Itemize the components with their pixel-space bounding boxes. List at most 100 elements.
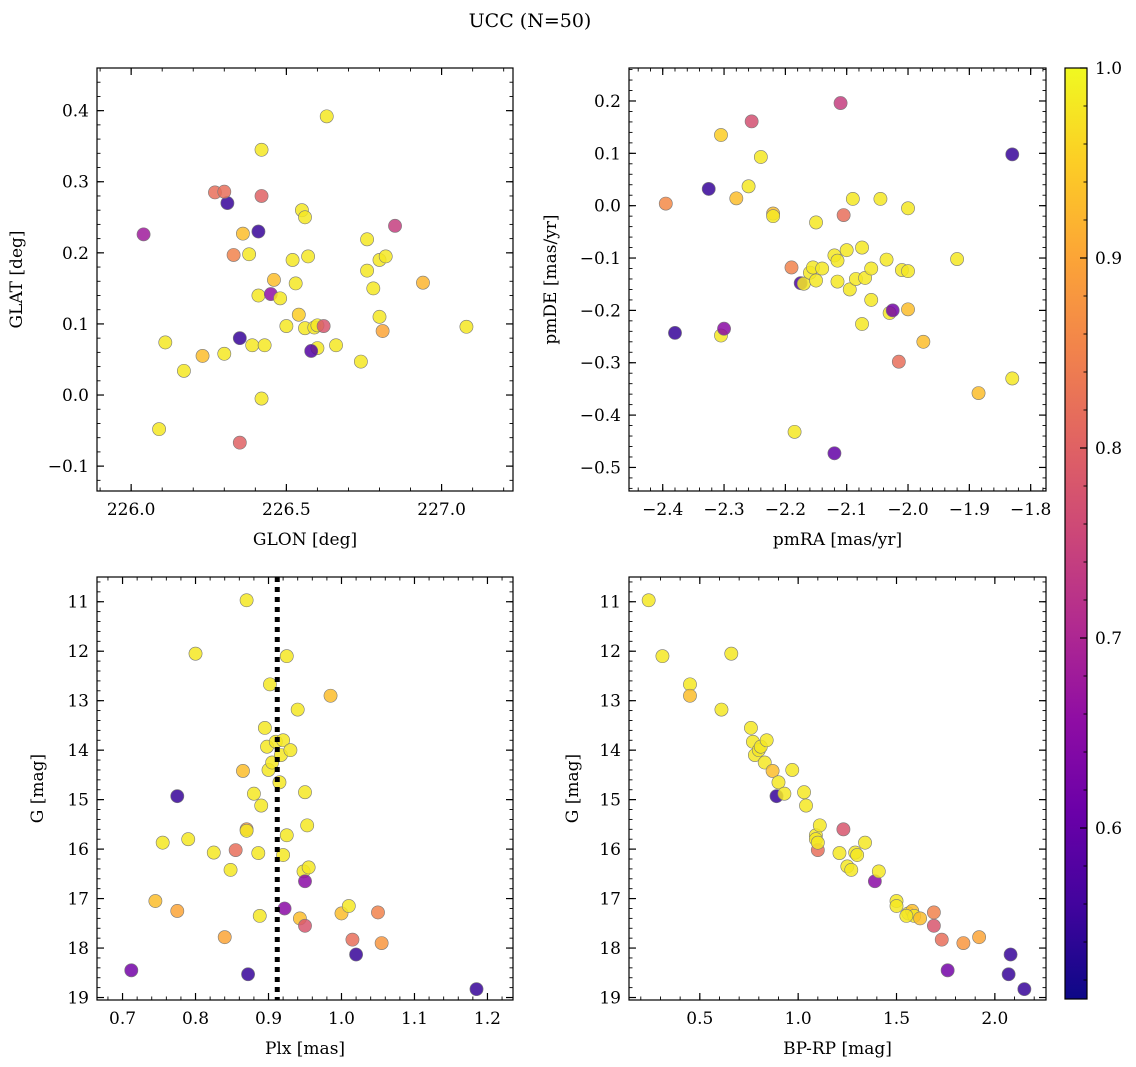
data-point xyxy=(360,232,374,247)
data-point xyxy=(799,798,813,813)
x-tick-label: 227.0 xyxy=(417,500,466,520)
data-point xyxy=(787,424,802,439)
data-point xyxy=(232,331,247,346)
data-point xyxy=(655,649,670,664)
data-point xyxy=(345,932,360,947)
y-tick-label: 12 xyxy=(67,642,89,662)
y-tick-label: 15 xyxy=(67,791,89,811)
y-tick-label: 0.2 xyxy=(594,92,621,112)
data-point xyxy=(279,649,294,664)
data-point xyxy=(950,252,964,266)
panel-parallax-magnitude: 0.7 0.8 0.9 1.0 1.1 1.2 11 12 13 14 15 16 17 18 19 Plx … xyxy=(28,576,514,1059)
panel-sky-position: 226.0 226.5 227.0 −0.1 0.0 0.1 0.2 0.3 0.4 GLON [… xyxy=(7,67,514,550)
data-point xyxy=(956,936,971,951)
data-point xyxy=(759,733,774,748)
data-point xyxy=(741,179,756,194)
data-point xyxy=(290,702,305,717)
data-point xyxy=(940,963,955,978)
data-point xyxy=(220,196,235,210)
data-point xyxy=(771,775,786,790)
data-point xyxy=(236,226,250,241)
data-point xyxy=(226,248,241,262)
data-point xyxy=(181,832,196,847)
data-point xyxy=(267,272,281,287)
data-point xyxy=(809,215,823,230)
data-point xyxy=(177,363,191,378)
data-point xyxy=(277,901,292,916)
data-point xyxy=(729,191,744,206)
data-point xyxy=(242,247,257,262)
colorbar-tick-label: 0.9 xyxy=(1095,249,1122,269)
data-point xyxy=(899,908,914,923)
data-point xyxy=(298,785,312,800)
data-point xyxy=(375,324,390,338)
data-point xyxy=(360,263,374,278)
x-tick-label: 1.0 xyxy=(328,1009,355,1029)
data-point xyxy=(827,446,842,461)
data-point xyxy=(855,317,869,331)
data-point xyxy=(1003,947,1018,962)
data-point xyxy=(871,864,886,879)
minor-ticks xyxy=(629,577,1046,1000)
data-point xyxy=(273,291,288,306)
data-point xyxy=(228,843,243,857)
data-point xyxy=(239,823,254,838)
data-point xyxy=(254,798,269,813)
y-axis-label: G [mag] xyxy=(28,754,48,823)
data-point xyxy=(291,307,306,322)
data-point xyxy=(724,646,739,661)
x-tick-label: 1.2 xyxy=(474,1009,501,1029)
data-point xyxy=(901,302,915,317)
data-point xyxy=(830,253,845,268)
y-tick-label: 0.1 xyxy=(594,144,621,164)
data-point xyxy=(1017,982,1032,997)
plot-frame xyxy=(628,576,1047,1001)
data-point xyxy=(971,386,986,401)
data-point xyxy=(170,789,185,804)
x-axis-label: BP-RP [mag] xyxy=(783,1039,892,1059)
data-point xyxy=(254,391,269,406)
data-point xyxy=(251,288,266,303)
data-point xyxy=(195,349,210,363)
data-point xyxy=(879,252,894,267)
data-point xyxy=(714,128,728,142)
x-tick-label: −2.0 xyxy=(887,500,928,520)
data-point xyxy=(223,862,238,877)
y-tick-label: 13 xyxy=(67,692,89,712)
data-point xyxy=(158,335,173,350)
x-tick-label: 0.9 xyxy=(255,1009,282,1029)
data-point xyxy=(298,918,312,933)
data-point xyxy=(641,593,656,608)
data-point xyxy=(241,967,255,982)
data-point xyxy=(469,982,484,997)
data-point xyxy=(858,835,872,850)
y-tick-label: 13 xyxy=(599,692,621,712)
data-point xyxy=(459,319,474,334)
data-point xyxy=(926,918,941,933)
x-tick-label: −1.8 xyxy=(1010,500,1051,520)
x-axis-label: GLON [deg] xyxy=(253,530,357,550)
data-point xyxy=(366,281,381,296)
x-tick-label: 226.5 xyxy=(262,500,311,520)
x-axis-label: Plx [mas] xyxy=(265,1039,345,1059)
data-point xyxy=(1005,371,1020,386)
data-point xyxy=(374,936,389,951)
data-point xyxy=(873,191,888,206)
data-point xyxy=(263,677,277,692)
data-point xyxy=(245,338,260,353)
x-axis-label: pmRA [mas/yr] xyxy=(773,530,902,550)
x-tick-label: −2.3 xyxy=(703,500,744,520)
data-point xyxy=(815,261,830,276)
x-tick-label: 1.5 xyxy=(883,1009,910,1029)
y-tick-label: 0.0 xyxy=(62,386,89,406)
data-point xyxy=(206,845,221,860)
data-point xyxy=(926,905,941,920)
data-point xyxy=(316,319,331,333)
data-point xyxy=(323,688,338,703)
data-point xyxy=(683,688,697,703)
data-point xyxy=(901,264,915,279)
colorbar-tick-label: 1.0 xyxy=(1095,59,1122,79)
data-point xyxy=(836,822,851,837)
data-point xyxy=(279,319,294,333)
